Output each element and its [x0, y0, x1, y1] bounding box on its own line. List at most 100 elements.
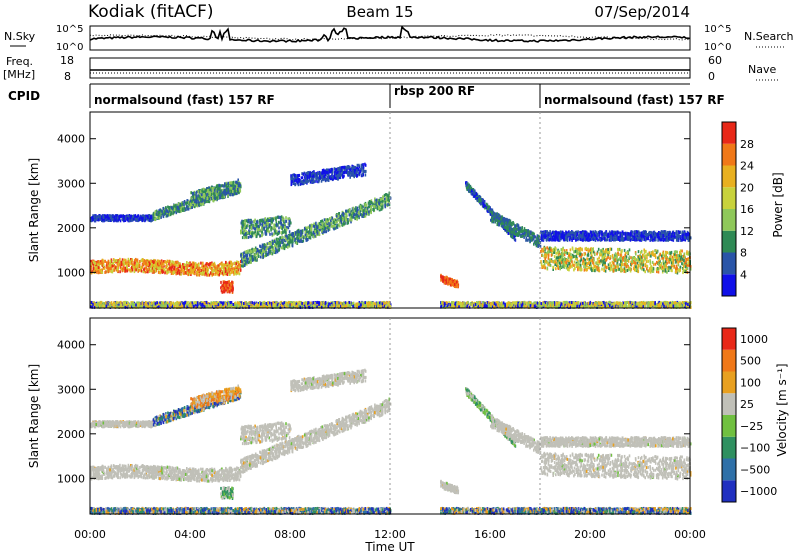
power-cell	[291, 241, 293, 244]
power-cell	[371, 209, 373, 212]
power-cell	[313, 235, 315, 238]
freq-left-label-1: Freq.	[6, 55, 33, 68]
noise-sky-trace	[90, 27, 690, 42]
power-cell	[211, 268, 213, 271]
power-cell	[162, 271, 164, 274]
power-cell	[153, 270, 155, 273]
power-cell	[388, 199, 390, 202]
beam-title: Beam 15	[346, 3, 413, 21]
power-cell	[321, 222, 323, 225]
power-cell	[129, 263, 131, 266]
power-cell	[145, 261, 147, 264]
power-cell	[173, 267, 175, 270]
cpid-segment-1: normalsound (fast) 157 RF	[94, 93, 275, 107]
power-cell	[287, 240, 289, 243]
power-cell	[116, 267, 118, 270]
power-cell	[260, 256, 262, 259]
power-cell	[291, 236, 293, 239]
power-cell	[136, 264, 138, 267]
power-cell	[130, 270, 132, 273]
power-cell	[384, 201, 386, 204]
power-cell	[249, 254, 251, 257]
power-cell	[217, 266, 219, 269]
power-cell	[93, 267, 95, 270]
power-cell	[379, 202, 381, 205]
power-cell	[302, 229, 304, 232]
power-cell	[206, 262, 208, 265]
power-cell	[285, 245, 287, 248]
freq-tick-bottom-right: 0	[708, 70, 715, 83]
power-cell	[313, 231, 315, 234]
power-cell	[295, 231, 297, 234]
power-cell	[280, 244, 282, 247]
power-cell	[125, 270, 127, 273]
power-cell	[306, 238, 308, 241]
power-cell	[331, 222, 333, 225]
power-cell	[307, 234, 309, 237]
power-cell	[327, 221, 329, 224]
power-cell	[340, 220, 342, 223]
power-cell	[282, 241, 284, 244]
power-cell	[256, 256, 258, 259]
power-cell	[327, 226, 329, 229]
power-cell	[112, 270, 114, 273]
power-cell	[310, 232, 312, 235]
power-cell	[314, 225, 316, 228]
power-cell	[231, 270, 233, 273]
power-cell	[168, 263, 170, 266]
power-cell	[175, 272, 177, 275]
power-cell	[303, 239, 305, 242]
power-cell	[349, 210, 351, 213]
power-cell	[339, 224, 341, 227]
power-cell	[246, 257, 248, 260]
power-cell	[337, 225, 339, 228]
power-cell	[297, 239, 299, 242]
noise-tick-top-right: 10^5	[704, 24, 731, 35]
power-cell	[298, 230, 300, 233]
power-cell	[98, 260, 100, 263]
power-cell	[177, 271, 179, 274]
power-cell	[354, 213, 356, 216]
power-cell	[146, 268, 148, 271]
power-cell	[104, 267, 106, 270]
power-cell	[234, 262, 236, 265]
power-cell	[159, 271, 161, 274]
power-cell	[219, 268, 221, 271]
power-cell	[139, 269, 141, 272]
power-cell	[238, 264, 240, 267]
power-cell	[276, 238, 278, 241]
power-cell	[243, 256, 245, 259]
power-cell	[332, 225, 334, 228]
power-cell	[240, 269, 242, 272]
power-cell	[380, 198, 382, 201]
power-cell	[333, 227, 335, 230]
power-cell	[180, 273, 182, 276]
power-cell	[274, 240, 276, 243]
power-cell	[278, 244, 280, 247]
power-cell	[119, 258, 121, 261]
power-cell	[241, 264, 243, 267]
power-cell	[324, 226, 326, 229]
power-cell	[272, 242, 274, 245]
power-cell	[142, 258, 144, 261]
power-cell	[368, 202, 370, 205]
power-cell	[365, 215, 367, 218]
power-cell	[104, 260, 106, 263]
power-cell	[176, 268, 178, 271]
power-cell	[368, 205, 370, 208]
power-cell	[274, 244, 276, 247]
power-cell	[382, 197, 384, 200]
power-cell	[126, 266, 128, 269]
power-cell	[114, 259, 116, 262]
power-cell	[381, 203, 383, 206]
power-cell	[230, 265, 232, 268]
power-cell	[136, 259, 138, 262]
power-cell	[363, 209, 365, 212]
power-cell	[139, 260, 141, 263]
power-cell	[335, 221, 337, 224]
power-cell	[210, 272, 212, 275]
power-cell	[361, 213, 363, 216]
power-cell	[299, 240, 301, 243]
power-cell	[159, 266, 161, 269]
power-cell	[141, 259, 143, 262]
